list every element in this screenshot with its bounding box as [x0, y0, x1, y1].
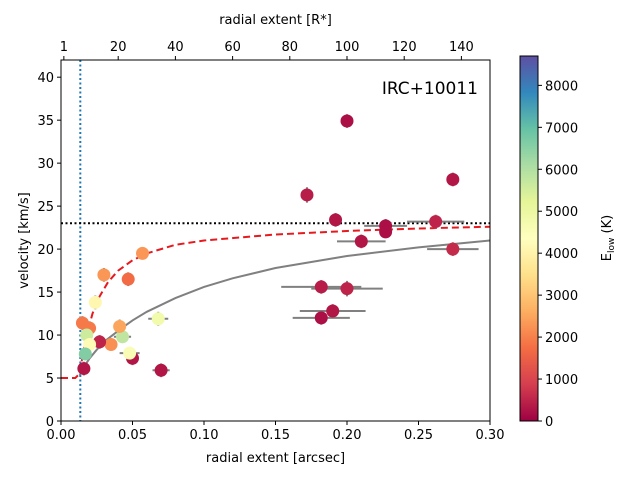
data-point [151, 312, 165, 326]
colorbar-label-sub: low [607, 238, 617, 253]
data-point [123, 346, 137, 360]
reference-lines [61, 60, 490, 421]
data-point [121, 272, 135, 286]
y-tick-label: 40 [37, 71, 54, 86]
y-axis: 0 5 10 15 20 25 30 35 40 [37, 71, 61, 430]
data-point [340, 114, 354, 128]
y-tick-label: 30 [37, 157, 54, 172]
x-tick-label: 0.20 [333, 428, 362, 443]
colorbar-tick-label: 1000 [545, 373, 578, 388]
colorbar-tick-label: 3000 [545, 289, 578, 304]
x-tick-label: 0.00 [47, 428, 76, 443]
star-annotation: IRC+10011 [382, 79, 478, 99]
plot-frame [60, 59, 491, 422]
colorbar: 0 1000 2000 3000 4000 5000 6000 7000 8000 [519, 55, 578, 430]
colorbar-tick-label: 4000 [545, 247, 578, 262]
x-axis-label: radial extent [arcsec] [206, 451, 345, 466]
data-point [446, 242, 460, 256]
data-point [104, 338, 118, 352]
data-point [429, 215, 443, 229]
y-tick-label: 10 [37, 329, 54, 344]
error-bars [81, 114, 479, 378]
data-point [136, 246, 150, 260]
x-tick-label: 0.25 [404, 428, 433, 443]
model-curves [61, 225, 490, 379]
y-tick-label: 35 [37, 114, 54, 129]
data-point [93, 335, 107, 349]
top-tick-label: 80 [282, 40, 299, 55]
data-point [314, 280, 328, 294]
colorbar-tick-label: 6000 [545, 163, 578, 178]
data-point [75, 316, 89, 330]
data-point [97, 268, 111, 282]
model-curve-1 [78, 239, 490, 376]
x-tick-label: 0.05 [118, 428, 147, 443]
colorbar-tick-label: 7000 [545, 121, 578, 136]
colorbar-label-unit: (K) [600, 215, 615, 238]
top-axis-label: radial extent [R*] [219, 13, 332, 28]
data-point [326, 304, 340, 318]
top-tick-label: 20 [110, 40, 127, 55]
data-point [379, 225, 393, 239]
model-curve-0 [61, 225, 490, 379]
data-point [446, 172, 460, 186]
x-axis: 0.00 0.05 0.10 0.15 0.20 0.25 0.30 [47, 421, 505, 443]
y-tick-label: 5 [46, 372, 54, 387]
y-axis-label: velocity [km/s] [17, 192, 32, 288]
data-point [300, 188, 314, 202]
y-tick-label: 20 [37, 243, 54, 258]
colorbar-tick-label: 0 [545, 415, 553, 430]
top-tick-label: 140 [449, 40, 474, 55]
top-tick-label: 60 [224, 40, 241, 55]
data-points [75, 114, 460, 377]
svg-text:Elow (K): Elow (K) [600, 215, 617, 261]
data-point [77, 362, 91, 376]
top-tick-label: 40 [167, 40, 184, 55]
data-point [154, 363, 168, 377]
colorbar-gradient [519, 55, 539, 422]
data-point [314, 311, 328, 325]
top-axis: 1 20 40 60 80 100 120 140 [60, 40, 474, 60]
x-tick-label: 0.15 [261, 428, 290, 443]
data-point [329, 213, 343, 227]
x-tick-label: 0.30 [476, 428, 505, 443]
y-tick-label: 0 [46, 415, 54, 430]
colorbar-tick-label: 5000 [545, 205, 578, 220]
colorbar-tick-label: 2000 [545, 331, 578, 346]
data-point [354, 234, 368, 248]
data-point [78, 347, 92, 361]
colorbar-label: Elow (K) [600, 215, 617, 261]
data-point [113, 319, 127, 333]
top-tick-label: 120 [392, 40, 417, 55]
colorbar-tick-label: 8000 [545, 79, 578, 94]
y-tick-label: 25 [37, 200, 54, 215]
data-point [88, 295, 102, 309]
colorbar-label-main: E [600, 253, 615, 261]
data-point [340, 282, 354, 296]
data-point [115, 330, 129, 344]
x-tick-label: 0.10 [190, 428, 219, 443]
top-tick-label: 1 [60, 40, 68, 55]
y-tick-label: 15 [37, 286, 54, 301]
top-tick-label: 100 [335, 40, 360, 55]
